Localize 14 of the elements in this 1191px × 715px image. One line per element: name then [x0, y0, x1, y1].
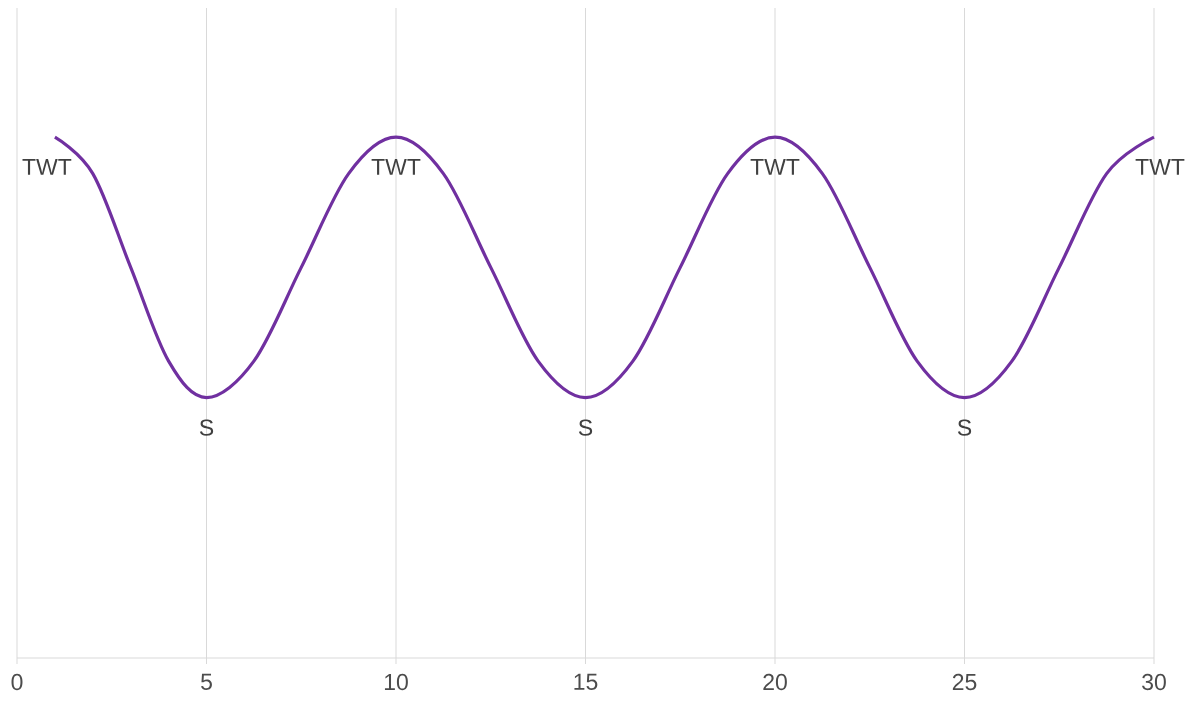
- x-tick-label: 10: [384, 673, 408, 691]
- x-tick-label: 5: [201, 673, 212, 690]
- x-tick-label: 25: [952, 673, 977, 691]
- x-tick-label: 20: [763, 673, 787, 691]
- annotation: TWT: [22, 159, 72, 175]
- annotation: TWT: [750, 159, 800, 175]
- annotation: S: [578, 419, 593, 436]
- annotation: S: [199, 419, 214, 436]
- annotation: TWT: [1135, 159, 1185, 175]
- x-tick-label: 0: [11, 673, 23, 691]
- annotation: TWT: [371, 159, 421, 175]
- annotation: S: [957, 419, 972, 436]
- x-tick-label: 15: [574, 673, 598, 690]
- x-tick-label: 30: [1142, 673, 1166, 691]
